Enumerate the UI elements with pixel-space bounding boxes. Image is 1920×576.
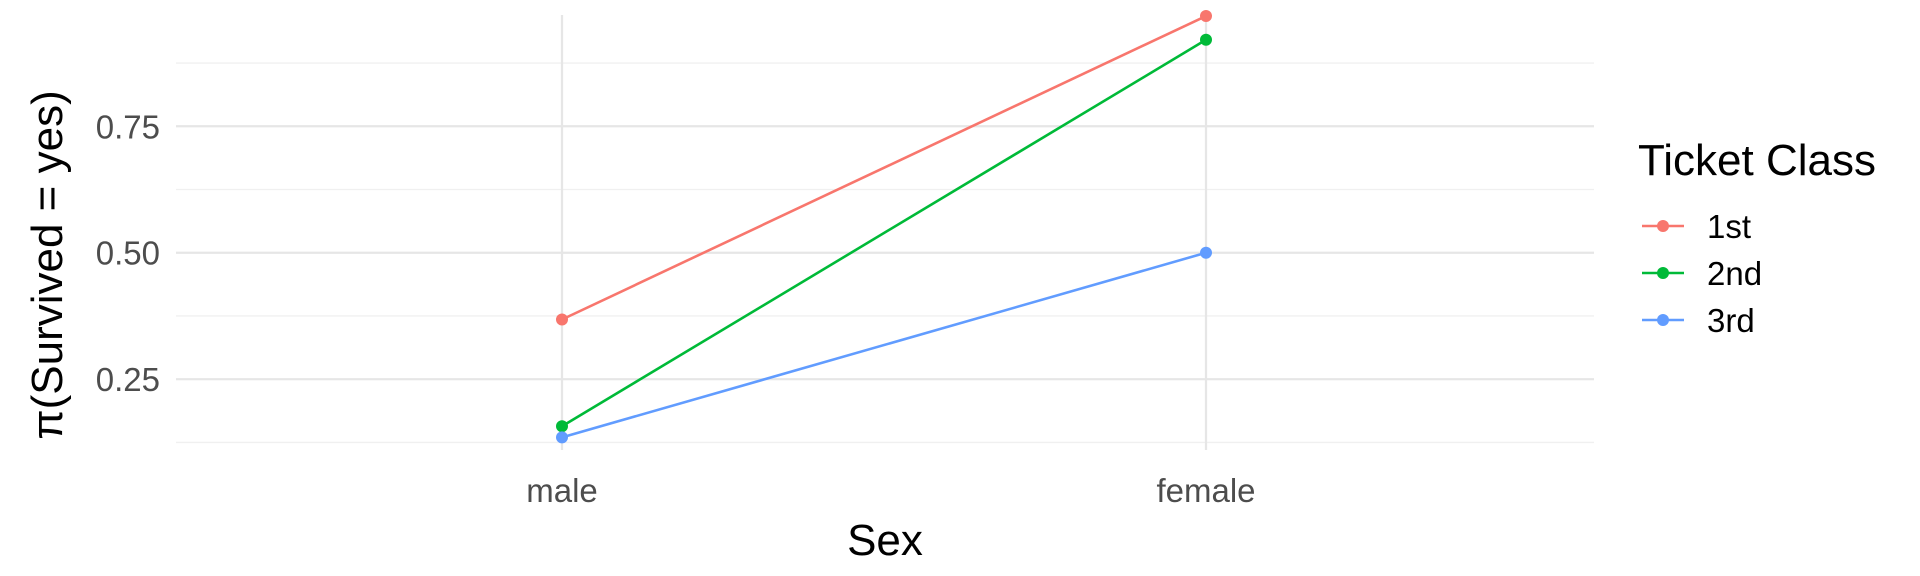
legend-item-2nd: 2nd	[1642, 255, 1762, 292]
legend: Ticket Class 1st 2nd 3rd	[1638, 136, 1876, 339]
y-tick-labels: 0.25 0.50 0.75	[96, 108, 160, 398]
series-line-2nd	[561, 38, 1207, 428]
legend-key-point	[1657, 220, 1669, 232]
legend-label: 2nd	[1707, 255, 1762, 292]
legend-label: 1st	[1707, 208, 1751, 245]
legend-title: Ticket Class	[1638, 136, 1876, 185]
x-axis-title: Sex	[847, 516, 923, 565]
series-line-1st	[561, 14, 1207, 321]
y-tick-label: 0.75	[96, 108, 160, 145]
legend-item-1st: 1st	[1642, 208, 1751, 245]
data-point-3rd	[1200, 246, 1212, 259]
legend-item-3rd: 3rd	[1642, 302, 1755, 339]
grid	[176, 15, 1594, 450]
series-points	[556, 10, 1212, 444]
data-point-1st	[556, 313, 568, 326]
x-tick-labels: male female	[526, 472, 1255, 509]
series-lines	[561, 14, 1207, 439]
legend-key-point	[1657, 314, 1669, 326]
x-tick-label: male	[526, 472, 598, 509]
y-axis-title: π(Survived = yes)	[23, 90, 72, 439]
data-point-2nd	[556, 420, 568, 433]
data-point-1st	[1200, 10, 1212, 23]
x-tick-label: female	[1156, 472, 1255, 509]
data-point-3rd	[556, 431, 568, 444]
data-point-2nd	[1200, 33, 1212, 46]
series-line-3rd	[561, 251, 1207, 439]
y-tick-label: 0.50	[96, 235, 160, 272]
legend-key-point	[1657, 267, 1669, 279]
y-tick-label: 0.25	[96, 361, 160, 398]
legend-label: 3rd	[1707, 302, 1755, 339]
